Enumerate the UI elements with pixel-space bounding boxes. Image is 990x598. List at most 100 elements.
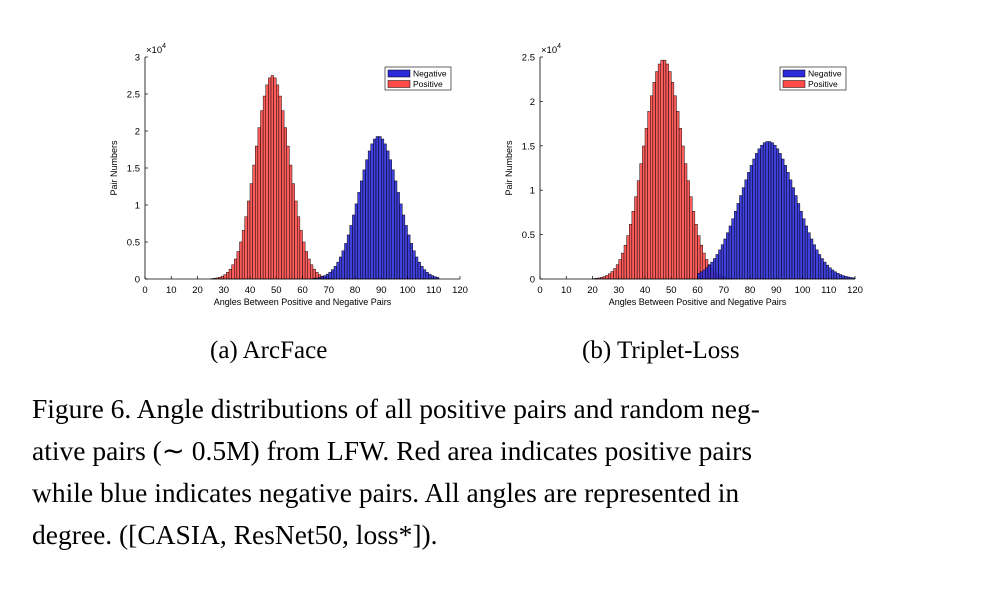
bar-positive (291, 183, 295, 280)
bar-positive (302, 241, 306, 280)
series-positive (592, 59, 735, 280)
bar-negative (333, 266, 337, 280)
y-scale-exponent: 4 (162, 43, 166, 50)
bar-positive (642, 145, 646, 280)
x-tick-label: 100 (795, 285, 811, 296)
x-tick-label: 90 (376, 285, 387, 296)
x-tick-label: 10 (561, 285, 572, 296)
caption-line: degree. ([CASIA, ResNet50, loss*]). (32, 519, 438, 550)
bar-negative (349, 225, 353, 280)
bar-negative (352, 214, 356, 280)
bar-negative (736, 203, 740, 280)
bar-positive (660, 59, 664, 280)
bar-negative (425, 271, 429, 280)
y-scale-factor: ×104 (146, 43, 166, 56)
bar-negative (412, 250, 416, 280)
bar-positive (310, 264, 314, 280)
bar-negative (747, 172, 751, 280)
legend-swatch-positive (387, 80, 411, 88)
bar-negative (370, 143, 374, 280)
bar-positive (312, 268, 316, 280)
y-axis-label: Pair Numbers (109, 140, 119, 196)
bar-positive (665, 63, 669, 280)
y-tick-label: 0.5 (522, 230, 535, 241)
subcaption-arcface: (a) ArcFace (210, 337, 328, 364)
x-axis-label: Angles Between Positive and Negative Pai… (609, 297, 787, 307)
x-tick-label: 70 (323, 285, 334, 296)
bar-positive (249, 183, 253, 280)
bar-negative (804, 225, 808, 280)
bar-negative (375, 136, 379, 280)
y-tick-label: 1.5 (127, 164, 140, 175)
bar-positive (684, 163, 688, 280)
bar-positive (283, 127, 287, 280)
bar-positive (605, 275, 609, 280)
bar-positive (247, 200, 251, 280)
bar-negative (744, 179, 748, 280)
y-axis-label: Pair Numbers (504, 140, 514, 196)
bar-negative (773, 144, 777, 280)
bar-negative (794, 195, 798, 280)
x-tick-label: 20 (587, 285, 598, 296)
bar-negative (428, 273, 432, 280)
x-tick-label: 10 (166, 285, 177, 296)
bar-negative (386, 150, 390, 280)
bar-negative (749, 165, 753, 280)
bar-positive (289, 164, 293, 280)
bar-negative (741, 187, 745, 280)
bar-negative (839, 274, 843, 280)
bar-negative (752, 158, 756, 280)
bar-negative (768, 141, 772, 280)
legend-label-negative: Negative (808, 69, 842, 79)
x-tick-label: 110 (821, 285, 836, 296)
bar-negative (388, 159, 392, 280)
bar-negative (731, 218, 735, 280)
caption-line: Figure 6. Angle distributions of all pos… (32, 393, 760, 424)
x-tick-label: 30 (218, 285, 229, 296)
bar-negative (791, 187, 795, 280)
bar-negative (823, 261, 827, 280)
bar-positive (268, 77, 272, 280)
y-tick-label: 0 (135, 275, 140, 286)
bar-positive (228, 268, 232, 280)
bar-positive (231, 264, 235, 280)
series-negative (697, 141, 856, 280)
bar-positive (223, 274, 227, 280)
bar-positive (239, 241, 243, 280)
bar-negative (762, 142, 766, 280)
bar-negative (383, 143, 387, 280)
bar-negative (770, 142, 774, 280)
legend-label-positive: Positive (808, 79, 838, 89)
bar-negative (360, 180, 364, 280)
bar-positive (252, 164, 256, 280)
bar-negative (415, 256, 419, 280)
bar-positive (281, 110, 285, 280)
bar-negative (799, 211, 803, 280)
bar-positive (220, 275, 224, 280)
bar-positive (657, 63, 661, 280)
bar-negative (734, 211, 738, 280)
bar-positive (307, 258, 311, 280)
y-tick-label: 3 (135, 53, 140, 64)
bar-positive (697, 235, 701, 280)
bar-negative (778, 153, 782, 280)
x-tick-label: 50 (666, 285, 677, 296)
bar-positive (234, 258, 238, 280)
bar-positive (244, 216, 248, 280)
x-axis-label: Angles Between Positive and Negative Pai… (214, 297, 392, 307)
bar-positive (297, 216, 301, 280)
x-tick-label: 80 (745, 285, 756, 296)
bar-negative (378, 136, 382, 280)
bar-negative (357, 192, 361, 280)
bar-positive (644, 128, 648, 280)
bar-negative (831, 269, 835, 280)
bar-negative (718, 249, 722, 280)
bar-negative (325, 273, 329, 280)
bar-negative (812, 244, 816, 280)
x-tick-label: 100 (400, 285, 416, 296)
y-tick-label: 1 (135, 201, 140, 212)
bar-negative (789, 179, 793, 280)
x-tick-label: 120 (452, 285, 468, 296)
bar-negative (362, 169, 366, 280)
x-tick-label: 50 (271, 285, 282, 296)
